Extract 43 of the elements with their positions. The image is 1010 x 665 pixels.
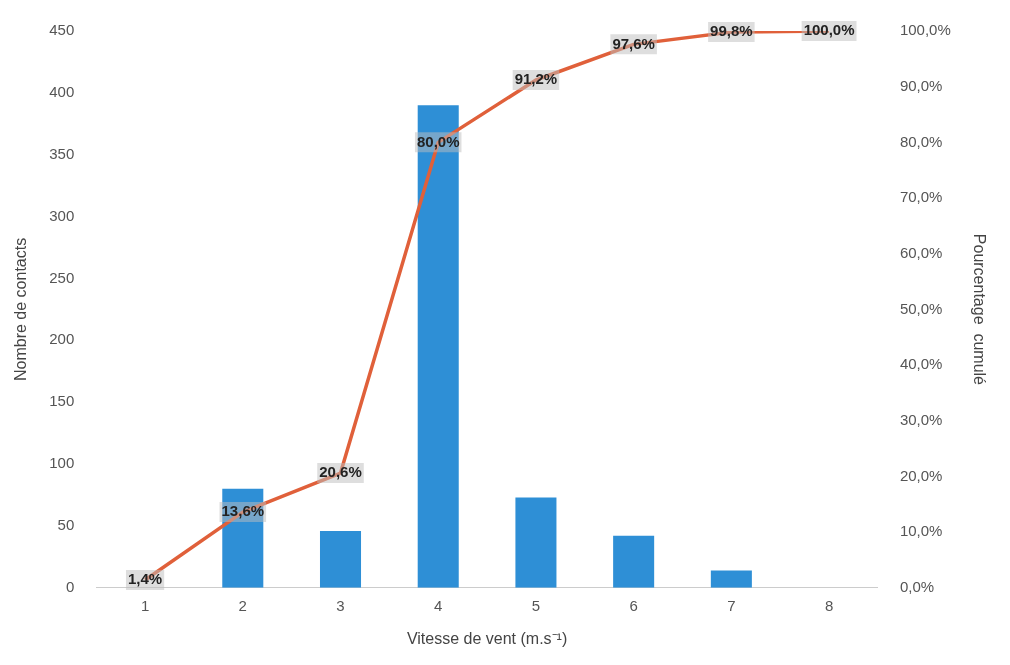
y-tick-label: 200	[49, 330, 75, 348]
x-tick-label: 2	[238, 596, 247, 614]
x-axis-title: Vitesse de vent (m.s⁻¹)	[406, 629, 568, 647]
data-label: 97,6%	[612, 34, 655, 52]
x-tick-label: 6	[629, 596, 638, 614]
y-tick-label: 50	[57, 516, 75, 534]
bar	[319, 530, 362, 588]
x-tick-label: 3	[336, 596, 345, 614]
bar	[613, 535, 655, 588]
y2-tick-label: 20,0%	[899, 466, 943, 484]
data-label: 99,8%	[710, 22, 753, 40]
y-tick-label: 0	[65, 577, 75, 595]
y-tick-label: 300	[49, 206, 75, 224]
x-tick-label: 1	[140, 596, 150, 614]
y2-tick-label: 60,0%	[899, 243, 943, 261]
y-tick-label: 450	[49, 21, 75, 39]
y-tick-label: 250	[49, 268, 75, 286]
y2-axis-title: Pourcentage cumulé	[970, 233, 988, 386]
y-tick-label: 350	[49, 144, 75, 162]
x-tick-label: 7	[727, 596, 736, 614]
y2-tick-label: 50,0%	[899, 299, 943, 317]
y2-tick-label: 30,0%	[899, 410, 943, 428]
bar	[417, 105, 459, 588]
y2-tick-label: 10,0%	[899, 522, 943, 540]
y2-tick-label: 40,0%	[899, 355, 943, 373]
x-tick-label: 8	[824, 596, 834, 614]
y2-tick-label: 90,0%	[899, 76, 943, 94]
y-tick-label: 150	[49, 392, 75, 410]
data-label: 100,0%	[803, 21, 855, 39]
data-label: 20,6%	[319, 463, 362, 481]
bar	[515, 497, 557, 588]
data-label: 91,2%	[514, 70, 558, 88]
y-tick-label: 400	[49, 83, 75, 101]
y-tick-label: 100	[49, 454, 75, 472]
bar	[710, 570, 752, 588]
x-tick-label: 4	[434, 596, 443, 614]
y2-tick-label: 70,0%	[899, 188, 943, 206]
x-tick-label: 5	[531, 596, 541, 614]
y2-tick-label: 80,0%	[899, 132, 943, 150]
y2-tick-label: 100,0%	[899, 21, 951, 39]
y2-tick-label: 0,0%	[899, 577, 935, 595]
data-label: 13,6%	[221, 502, 265, 520]
y-axis-title: Nombre de contacts	[12, 237, 30, 381]
